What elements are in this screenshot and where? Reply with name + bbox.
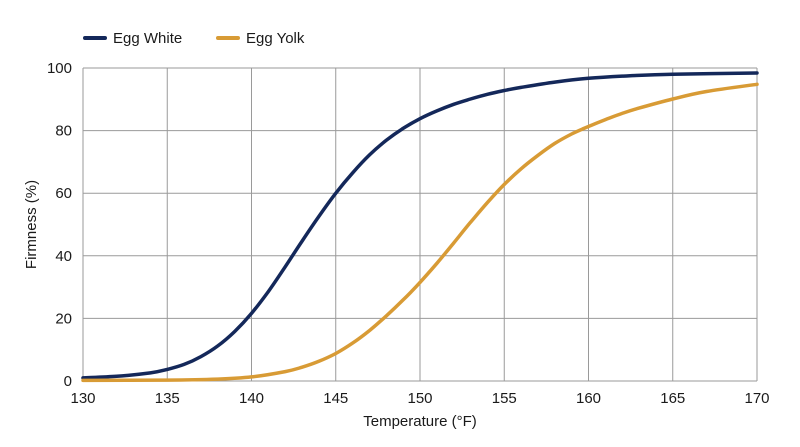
- series-line-egg-white: [81, 71, 759, 380]
- y-axis-ticks: 0 20 40 60 80 100: [47, 60, 72, 390]
- x-axis-ticks: 130 135 140 145 150 155 160 165 170: [70, 390, 769, 407]
- y-tick-label: 20: [55, 310, 72, 327]
- x-tick-label: 155: [492, 390, 517, 407]
- x-axis-title: Temperature (°F): [363, 413, 477, 430]
- x-tick-label: 165: [660, 390, 685, 407]
- series-lines: [81, 71, 759, 383]
- x-tick-label: 140: [239, 390, 264, 407]
- x-tick-label: 145: [323, 390, 348, 407]
- legend-label-egg-white: Egg White: [113, 30, 182, 47]
- grid-lines: [82, 67, 758, 382]
- x-tick-label: 170: [744, 390, 769, 407]
- series-line-egg-yolk: [81, 82, 759, 383]
- y-tick-label: 100: [47, 60, 72, 77]
- legend: Egg White Egg Yolk: [83, 30, 305, 47]
- x-tick-label: 150: [407, 390, 432, 407]
- legend-label-egg-yolk: Egg Yolk: [246, 30, 305, 47]
- y-tick-label: 40: [55, 248, 72, 265]
- x-tick-label: 160: [576, 390, 601, 407]
- y-tick-label: 60: [55, 185, 72, 202]
- y-axis-title: Firmness (%): [23, 180, 40, 269]
- y-tick-label: 0: [64, 373, 72, 390]
- x-tick-label: 135: [155, 390, 180, 407]
- x-tick-label: 130: [70, 390, 95, 407]
- y-tick-label: 80: [55, 123, 72, 140]
